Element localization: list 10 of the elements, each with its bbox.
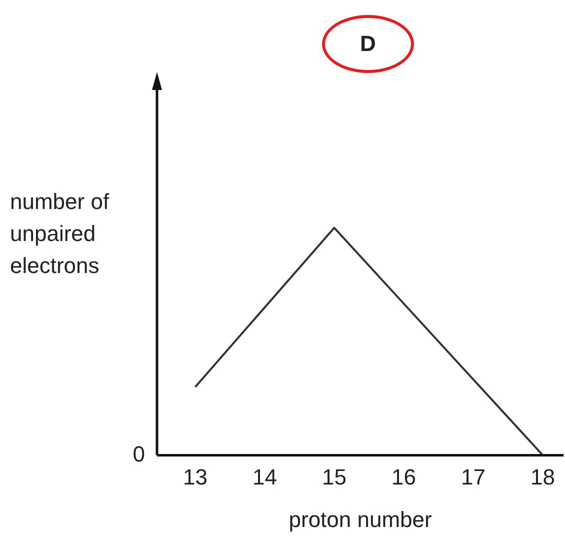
y-axis-title: number of unpaired electrons	[10, 188, 110, 280]
x-tick-label: 14	[252, 464, 277, 490]
x-tick-label: 13	[182, 464, 208, 490]
x-tick-label: 15	[322, 464, 346, 490]
x-tick-label: 18	[530, 464, 556, 490]
x-tick-label: 16	[392, 464, 416, 490]
circle-outline: D	[322, 15, 414, 73]
x-tick-label: 17	[461, 464, 486, 490]
x-axis-title: proton number	[288, 506, 432, 532]
text: 0	[132, 441, 145, 466]
